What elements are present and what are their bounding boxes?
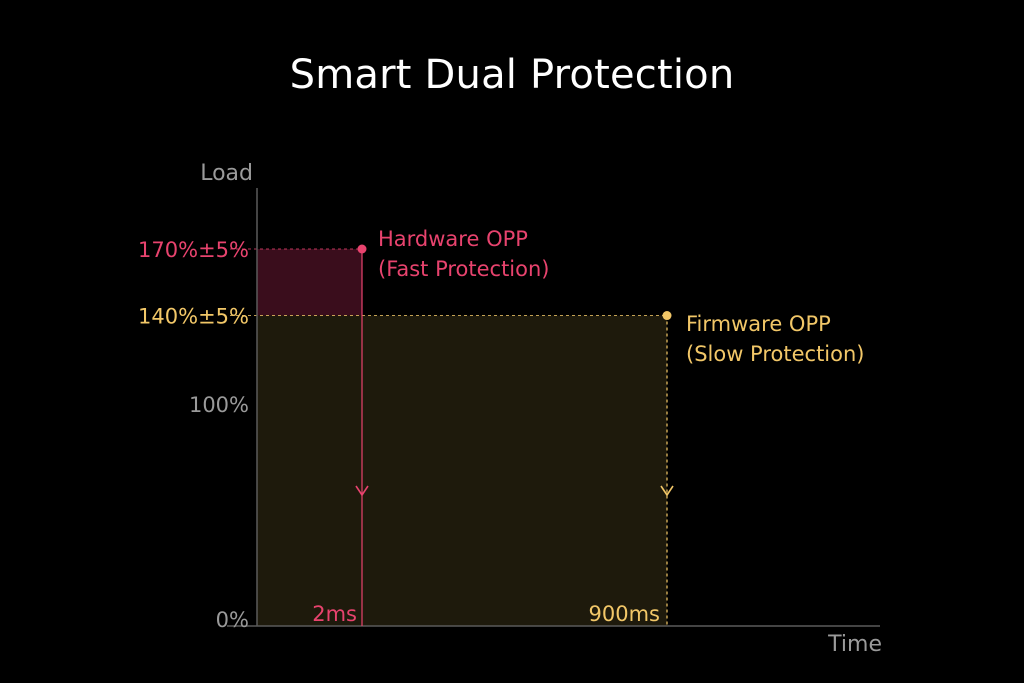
y-tick-label: 0%	[216, 608, 249, 632]
hardware-time-label: 2ms	[312, 602, 357, 626]
hardware-point	[357, 244, 367, 254]
y-tick-label: 140%±5%	[138, 305, 249, 329]
y-axis-label: Load	[200, 161, 253, 186]
x-axis-label: Time	[827, 632, 882, 657]
firmware-label-subtitle: (Slow Protection)	[686, 342, 865, 366]
hardware-label-title: Hardware OPP	[378, 227, 528, 251]
hardware-region	[257, 249, 362, 316]
hardware-arrow-icon	[355, 485, 369, 497]
y-tick-label: 170%±5%	[138, 238, 249, 262]
firmware-label-title: Firmware OPP	[686, 312, 831, 336]
hardware-label-subtitle: (Fast Protection)	[378, 257, 550, 281]
firmware-time-label: 900ms	[589, 602, 660, 626]
firmware-point	[662, 311, 672, 321]
chart-title: Smart Dual Protection	[289, 52, 735, 98]
firmware-arrow-icon	[660, 485, 674, 497]
y-tick-label: 100%	[189, 393, 249, 417]
firmware-region	[257, 315, 667, 626]
